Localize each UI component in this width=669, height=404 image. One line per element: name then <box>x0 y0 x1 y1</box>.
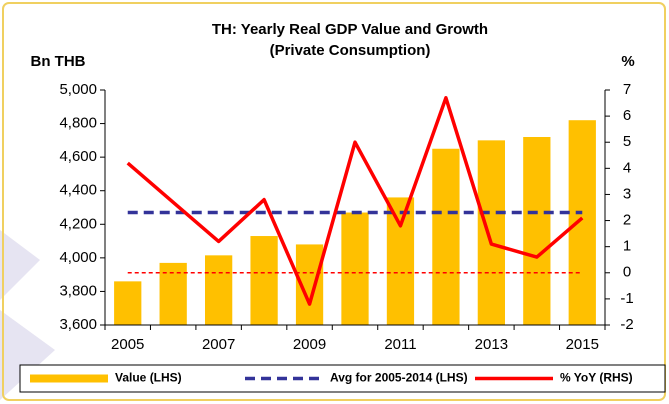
x-tick-label: 2007 <box>202 336 235 353</box>
y2-tick-label: 1 <box>623 238 631 255</box>
y2-tick-label: 3 <box>623 185 631 202</box>
y-tick-label: 4,000 <box>59 249 97 266</box>
growth-line <box>126 96 584 306</box>
bar <box>341 212 369 325</box>
bar <box>114 281 142 325</box>
chart-title: TH: Yearly Real GDP Value and Growth <box>212 21 488 38</box>
background-shape <box>0 310 55 400</box>
x-tick-label: 2009 <box>293 336 326 353</box>
bar <box>523 137 551 325</box>
legend-label: Value (LHS) <box>115 371 182 385</box>
y-tick-label: 4,800 <box>59 115 97 132</box>
y-tick-label: 4,400 <box>59 182 97 199</box>
bar <box>250 236 278 325</box>
y2-tick-label: 5 <box>623 133 631 150</box>
y-tick-label: 5,000 <box>59 81 97 98</box>
bar <box>432 148 460 325</box>
legend-label: % YoY (RHS) <box>560 371 633 385</box>
chart-subtitle: (Private Consumption) <box>270 42 431 59</box>
y2-tick-label: -1 <box>620 290 633 307</box>
x-tick-label: 2005 <box>111 336 144 353</box>
y2-tick-label: 2 <box>623 212 631 229</box>
legend-swatch <box>30 374 108 383</box>
bar <box>568 120 596 325</box>
bar <box>477 140 505 325</box>
y-tick-label: 3,800 <box>59 282 97 299</box>
y2-tick-label: 7 <box>623 81 631 98</box>
x-tick-label: 2011 <box>384 336 416 353</box>
y-tick-label: 4,200 <box>59 215 97 232</box>
x-tick-label: 2015 <box>566 336 599 353</box>
legend-label: Avg for 2005-2014 (LHS) <box>330 371 468 385</box>
background-shape <box>0 230 40 300</box>
bar <box>386 197 415 325</box>
x-tick-label: 2013 <box>475 336 508 353</box>
y2-axis-label: % <box>621 53 634 70</box>
bar <box>205 255 233 325</box>
y2-tick-label: -2 <box>620 316 633 333</box>
y2-tick-label: 0 <box>623 264 631 281</box>
y2-tick-label: 6 <box>623 107 631 124</box>
legend <box>19 364 666 393</box>
y2-tick-label: 4 <box>623 159 631 176</box>
y-tick-label: 3,600 <box>59 316 97 333</box>
y-axis-label: Bn THB <box>31 53 86 70</box>
y-tick-label: 4,600 <box>59 148 97 165</box>
